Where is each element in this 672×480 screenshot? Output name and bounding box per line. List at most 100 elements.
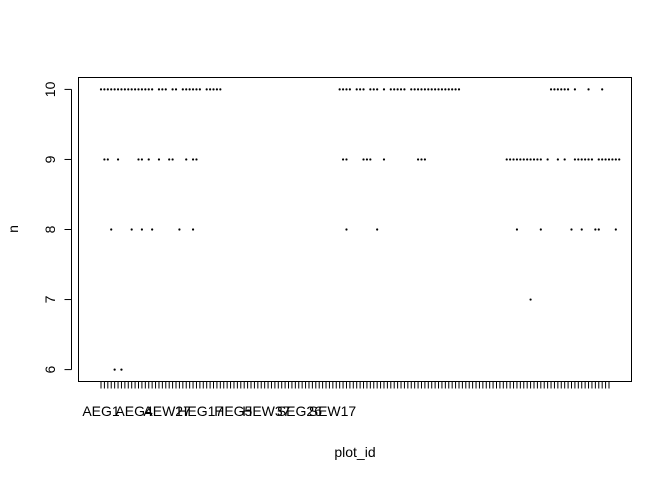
x-tick-label: AEG4 xyxy=(115,403,153,419)
x-tick-label: HEW37 xyxy=(242,403,290,419)
data-point xyxy=(110,88,113,91)
data-point xyxy=(185,88,188,91)
y-axis: 6 7 8 9 10 xyxy=(42,81,72,373)
data-point xyxy=(522,158,525,161)
data-point xyxy=(362,88,365,91)
data-point xyxy=(434,88,437,91)
data-point xyxy=(181,88,184,91)
data-point xyxy=(151,228,154,231)
data-point xyxy=(454,88,457,91)
data-point xyxy=(539,228,542,231)
x-axis-title: plot_id xyxy=(334,444,375,460)
data-point xyxy=(123,88,126,91)
data-point xyxy=(382,158,386,161)
data-point xyxy=(604,158,607,161)
data-points xyxy=(99,88,621,371)
data-point xyxy=(144,88,147,91)
data-point xyxy=(164,88,167,91)
data-point xyxy=(376,228,379,231)
data-point xyxy=(546,158,549,161)
data-point xyxy=(614,158,617,161)
data-point xyxy=(587,88,590,91)
data-point xyxy=(560,88,563,91)
data-point xyxy=(556,158,559,161)
y-tick-label: 6 xyxy=(42,365,58,373)
y-tick-label: 7 xyxy=(42,295,58,303)
data-point xyxy=(601,88,604,91)
data-point xyxy=(515,228,519,231)
data-point xyxy=(113,88,116,91)
data-point xyxy=(416,88,420,91)
y-tick-label: 8 xyxy=(42,225,58,233)
data-point xyxy=(614,228,617,231)
data-point xyxy=(140,228,144,231)
data-point xyxy=(106,88,109,91)
data-point xyxy=(147,158,150,161)
data-point xyxy=(430,88,433,91)
data-point xyxy=(140,88,144,91)
data-point xyxy=(399,88,403,91)
data-point xyxy=(416,158,420,161)
data-point xyxy=(447,88,450,91)
data-point xyxy=(570,228,573,231)
data-point xyxy=(573,88,577,91)
y-tick-label: 9 xyxy=(42,155,58,163)
data-point xyxy=(205,88,208,91)
data-point xyxy=(174,88,178,91)
data-point xyxy=(515,158,519,161)
data-point xyxy=(566,88,570,91)
data-point xyxy=(505,158,508,161)
data-point xyxy=(147,88,150,91)
data-point xyxy=(137,158,140,161)
data-point xyxy=(137,88,140,91)
data-point xyxy=(584,158,587,161)
x-tick-label: SEW17 xyxy=(309,403,357,419)
data-point xyxy=(178,228,181,231)
data-point xyxy=(110,228,113,231)
y-tick-label: 10 xyxy=(42,81,58,97)
data-point xyxy=(451,88,454,91)
data-point xyxy=(209,88,212,91)
data-point xyxy=(577,158,580,161)
data-point xyxy=(130,228,133,231)
data-point xyxy=(345,228,348,231)
data-point xyxy=(338,88,341,91)
data-point xyxy=(345,88,348,91)
data-point xyxy=(597,228,600,231)
data-point xyxy=(369,88,372,91)
data-point xyxy=(188,88,191,91)
data-point xyxy=(113,368,116,371)
data-point xyxy=(444,88,447,91)
data-point xyxy=(590,158,594,161)
data-point xyxy=(529,158,532,161)
data-point xyxy=(99,88,103,91)
data-point xyxy=(185,158,188,161)
data-point xyxy=(536,158,539,161)
data-point xyxy=(423,88,426,91)
data-point xyxy=(198,88,201,91)
data-point xyxy=(393,88,396,91)
data-point xyxy=(549,88,553,91)
data-point xyxy=(413,88,416,91)
data-point xyxy=(130,88,133,91)
data-point xyxy=(611,158,614,161)
x-tick-label: AEG1 xyxy=(82,403,120,419)
data-point xyxy=(403,88,406,91)
data-point xyxy=(116,88,120,91)
data-point xyxy=(427,88,430,91)
data-point xyxy=(532,158,536,161)
data-point xyxy=(573,158,577,161)
data-point xyxy=(597,158,600,161)
data-point xyxy=(133,88,137,91)
data-point xyxy=(168,158,171,161)
data-point xyxy=(362,158,365,161)
data-point xyxy=(341,88,345,91)
data-point xyxy=(355,88,358,91)
data-point xyxy=(212,88,215,91)
data-point xyxy=(563,158,566,161)
data-point xyxy=(365,158,369,161)
data-point xyxy=(127,88,130,91)
data-point xyxy=(215,88,219,91)
